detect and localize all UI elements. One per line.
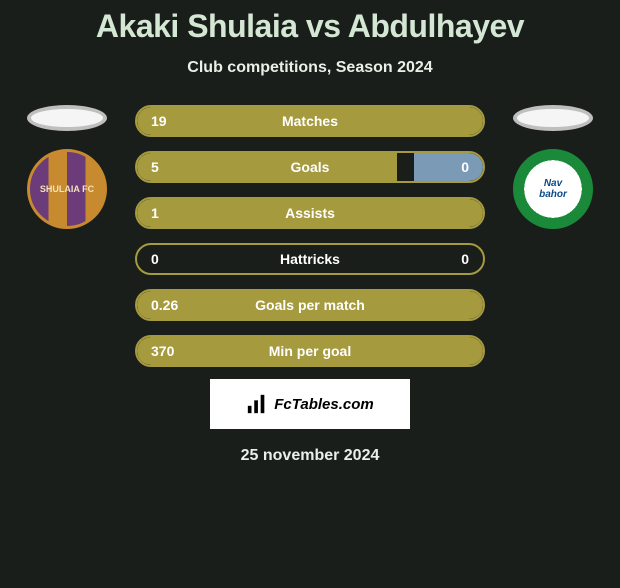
stat-value-left: 370 — [151, 343, 174, 359]
stat-row: 1 Assists — [135, 197, 485, 229]
stat-value-left: 0.26 — [151, 297, 178, 313]
stat-value-left: 19 — [151, 113, 167, 129]
stat-row: 0.26 Goals per match — [135, 289, 485, 321]
stat-value-left: 5 — [151, 159, 159, 175]
stat-value-left: 1 — [151, 205, 159, 221]
branding-text: FcTables.com — [274, 396, 373, 413]
bars-icon — [246, 393, 268, 415]
right-player-col: Nav bahor — [503, 105, 603, 229]
left-team-crest: SHULAIA FC — [27, 149, 107, 229]
right-crest-line2: bahor — [539, 189, 567, 200]
left-player-badge-slot — [27, 105, 107, 131]
left-crest-label: SHULAIA FC — [40, 184, 94, 194]
stat-row: 19 Matches — [135, 105, 485, 137]
right-team-crest: Nav bahor — [513, 149, 593, 229]
stat-label: Min per goal — [269, 343, 351, 359]
right-crest-line1: Nav — [544, 178, 562, 189]
stat-label: Matches — [282, 113, 338, 129]
branding-badge: FcTables.com — [210, 379, 410, 429]
left-player-col: SHULAIA FC — [17, 105, 117, 229]
stat-label: Goals per match — [255, 297, 365, 313]
stat-label: Goals — [291, 159, 330, 175]
subtitle: Club competitions, Season 2024 — [0, 59, 620, 77]
stat-fill-right — [414, 153, 483, 181]
stat-fill-left — [137, 153, 397, 181]
stat-label: Hattricks — [280, 251, 340, 267]
date-text: 25 november 2024 — [0, 447, 620, 465]
stats-container: 19 Matches 5 Goals 0 1 Assists 0 Hattricks 0 0.26 G… — [135, 105, 485, 367]
stat-label: Assists — [285, 205, 335, 221]
stat-row: 5 Goals 0 — [135, 151, 485, 183]
stat-row: 370 Min per goal — [135, 335, 485, 367]
stat-value-right: 0 — [461, 251, 469, 267]
page-title: Akaki Shulaia vs Abdulhayev — [0, 8, 620, 45]
comparison-content: SHULAIA FC 19 Matches 5 Goals 0 1 Assists 0 Hatt… — [0, 105, 620, 367]
stat-value-right: 0 — [461, 159, 469, 175]
stat-value-left: 0 — [151, 251, 159, 267]
stat-row: 0 Hattricks 0 — [135, 243, 485, 275]
right-player-badge-slot — [513, 105, 593, 131]
